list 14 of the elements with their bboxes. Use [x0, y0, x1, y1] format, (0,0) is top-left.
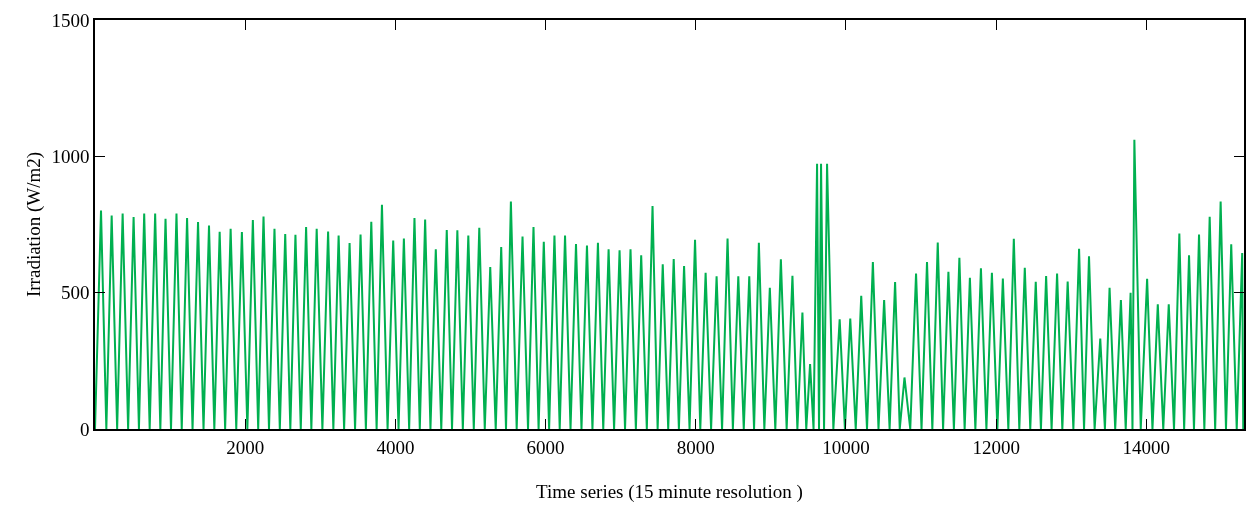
line-series	[95, 138, 1244, 429]
y-tick-label: 500	[60, 282, 90, 304]
y-tick-label: 1500	[51, 9, 90, 31]
x-tick-label: 12000	[972, 436, 1020, 458]
y-axis-title: Irradiation (W/m2)	[22, 151, 45, 298]
x-tick-label: 6000	[526, 436, 565, 458]
x-tick-label: 14000	[1122, 436, 1171, 458]
y-tick-label: 1000	[51, 145, 90, 167]
x-tick-label: 10000	[822, 436, 870, 458]
x-tick-label: 8000	[676, 436, 715, 458]
y-tick-label: 0	[79, 418, 90, 440]
x-tick-label: 2000	[226, 436, 265, 458]
x-axis-title: Time series (15 minute resolution )	[536, 480, 803, 503]
x-tick-label: 4000	[376, 436, 415, 458]
